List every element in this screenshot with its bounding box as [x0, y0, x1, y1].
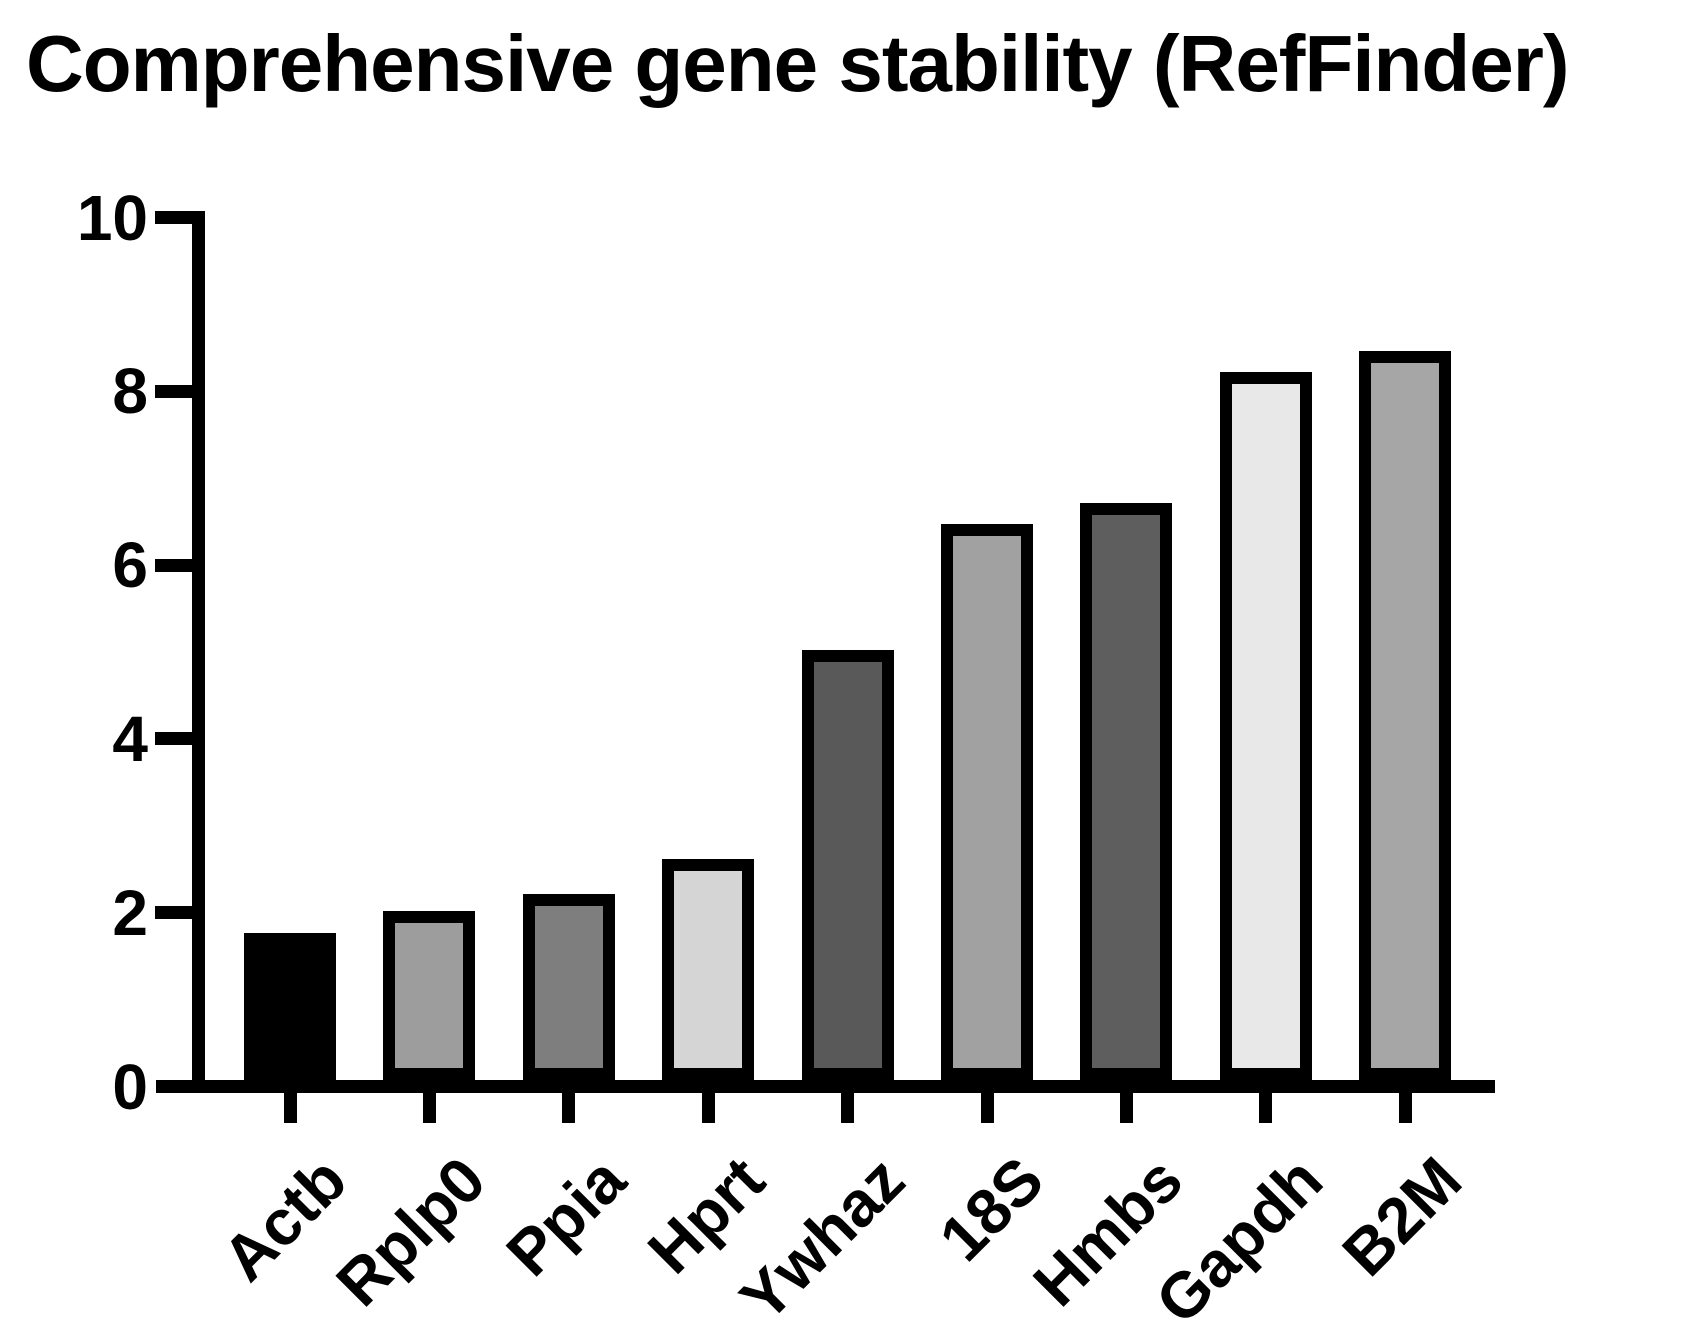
- y-axis-tick-10: [155, 211, 193, 224]
- x-axis-line: [156, 1080, 1495, 1093]
- y-axis-tick-label-6: 6: [112, 529, 148, 602]
- bar-Hmbs: [1080, 502, 1173, 1080]
- bar-Ppia: [522, 893, 615, 1080]
- bar-18S: [941, 524, 1033, 1080]
- y-axis-tick-8: [155, 384, 193, 398]
- y-axis-tick-label-8: 8: [112, 355, 148, 428]
- x-axis-tick-Actb: [283, 1093, 297, 1123]
- chart-title: Comprehensive gene stability (RefFinder): [26, 19, 1570, 108]
- x-axis-tick-Gapdh: [1259, 1093, 1273, 1123]
- bar-B2M: [1359, 350, 1452, 1080]
- y-axis-tick-2: [155, 906, 193, 920]
- x-axis-tick-Ppia: [562, 1093, 576, 1123]
- x-axis-tick-Ywhaz: [841, 1093, 855, 1123]
- bar-Actb: [244, 932, 336, 1080]
- x-axis-tick-Hprt: [701, 1093, 715, 1123]
- x-axis-tick-B2M: [1398, 1093, 1412, 1123]
- x-axis-tick-Hmbs: [1119, 1093, 1133, 1123]
- y-axis-tick-label-0: 0: [112, 1050, 148, 1123]
- y-axis-tick-label-2: 2: [112, 876, 148, 949]
- y-axis-tick-label-10: 10: [76, 181, 148, 254]
- bar-Hprt: [662, 858, 755, 1080]
- y-axis-tick-label-4: 4: [112, 702, 148, 775]
- x-axis-tick-18S: [980, 1093, 994, 1123]
- y-axis-tick-4: [155, 732, 193, 746]
- bar-Rplp0: [383, 911, 476, 1080]
- bar-Gapdh: [1219, 372, 1312, 1080]
- y-axis-line: [192, 211, 205, 1093]
- y-axis-tick-6: [155, 558, 193, 572]
- bar-Ywhaz: [801, 650, 894, 1080]
- x-axis-tick-Rplp0: [422, 1093, 436, 1123]
